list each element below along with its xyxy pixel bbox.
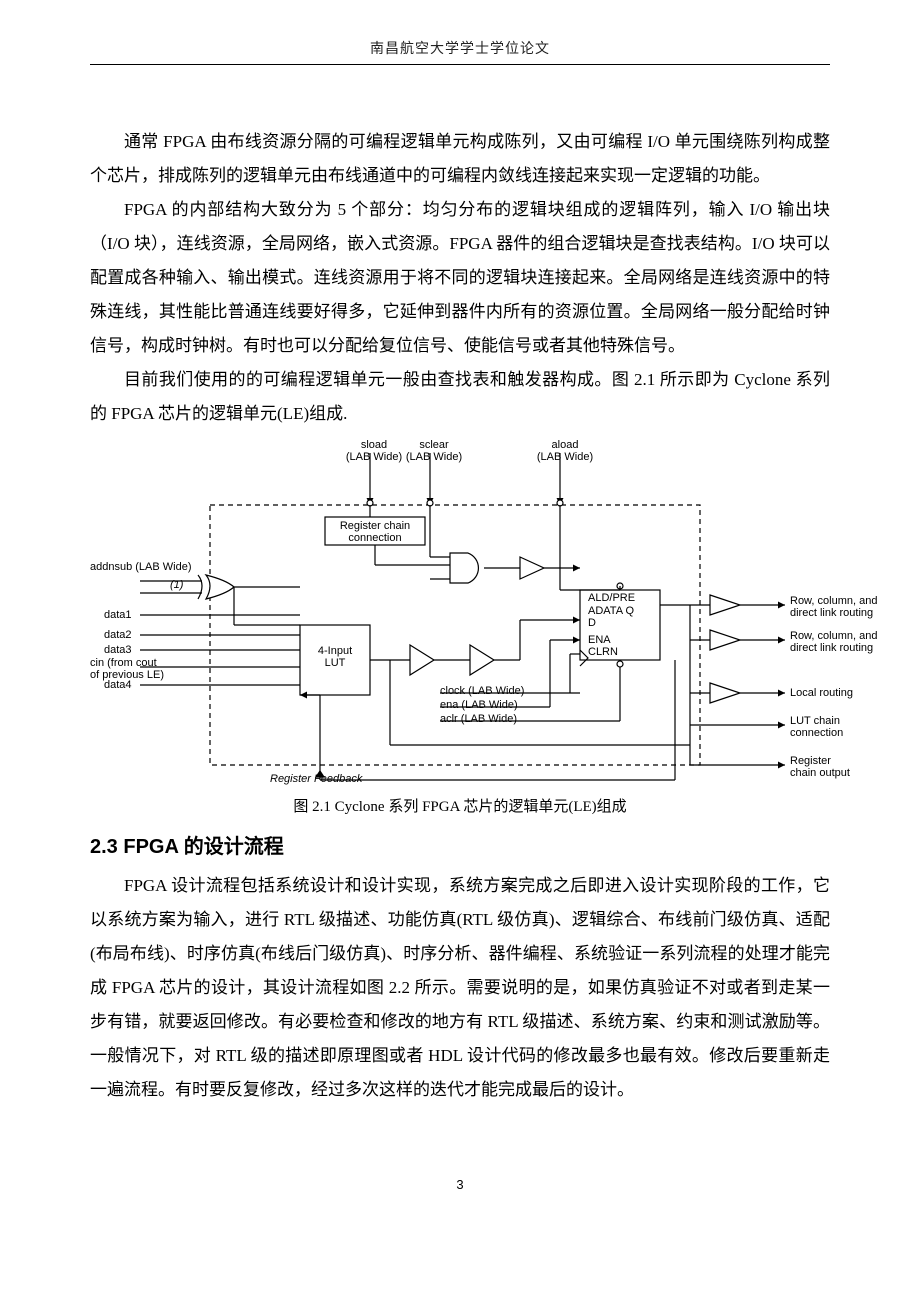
paragraph-3: 目前我们使用的的可编程逻辑单元一般由查找表和触发器构成。图 2.1 所示即为 C… — [90, 363, 830, 431]
label-d: D — [588, 617, 596, 629]
paragraph-2: FPGA 的内部结构大致分为 5 个部分：均匀分布的逻辑块组成的逻辑阵列，输入 … — [90, 193, 830, 363]
running-head: 南昌航空大学学士学位论文 — [90, 38, 830, 64]
label-data3: data3 — [104, 644, 132, 656]
label-clrn: CLRN — [588, 646, 618, 658]
page: 南昌航空大学学士学位论文 通常 FPGA 由布线资源分隔的可编程逻辑单元构成陈列… — [0, 0, 920, 1252]
label-reg-chain: Register chainconnection — [330, 520, 420, 544]
label-out5: Registerchain output — [790, 755, 850, 779]
label-out1: Row, column, anddirect link routing — [790, 595, 877, 619]
figure-2-1: sload(LAB Wide) sclear(LAB Wide) aload(L… — [90, 445, 830, 785]
header-rule — [90, 64, 830, 65]
label-sload: sload(LAB Wide) — [344, 439, 404, 463]
paragraph-1: 通常 FPGA 由布线资源分隔的可编程逻辑单元构成陈列，又由可编程 I/O 单元… — [90, 125, 830, 193]
label-sclear: sclear(LAB Wide) — [404, 439, 464, 463]
label-ena-wide: ena (LAB Wide) — [440, 699, 518, 711]
label-aload: aload(LAB Wide) — [530, 439, 600, 463]
label-out4: LUT chainconnection — [790, 715, 843, 739]
figure-caption: 图 2.1 Cyclone 系列 FPGA 芯片的逻辑单元(LE)组成 — [90, 795, 830, 816]
label-out2: Row, column, anddirect link routing — [790, 630, 877, 654]
label-ena: ENA — [588, 634, 611, 646]
label-aldpre: ALD/PRE — [588, 592, 635, 604]
label-reg-feedback: Register Feedback — [270, 773, 362, 785]
logic-element-diagram — [90, 445, 830, 785]
label-aclr: aclr (LAB Wide) — [440, 713, 517, 725]
label-addnsub: addnsub (LAB Wide) — [90, 561, 192, 573]
label-data2: data2 — [104, 629, 132, 641]
heading-2-3: 2.3 FPGA 的设计流程 — [90, 830, 830, 859]
label-note1: (1) — [170, 579, 183, 591]
label-data4: data4 — [104, 679, 132, 691]
label-lut: 4-InputLUT — [308, 645, 362, 669]
paragraph-4: FPGA 设计流程包括系统设计和设计实现，系统方案完成之后即进入设计实现阶段的工… — [90, 869, 830, 1107]
page-number: 3 — [90, 1177, 830, 1192]
label-clock: clock (LAB Wide) — [440, 685, 524, 697]
label-cin: cin (from coutof previous LE) — [90, 657, 164, 681]
label-data1: data1 — [104, 609, 132, 621]
label-adataq: ADATA Q — [588, 605, 634, 617]
label-out3: Local routing — [790, 687, 853, 699]
